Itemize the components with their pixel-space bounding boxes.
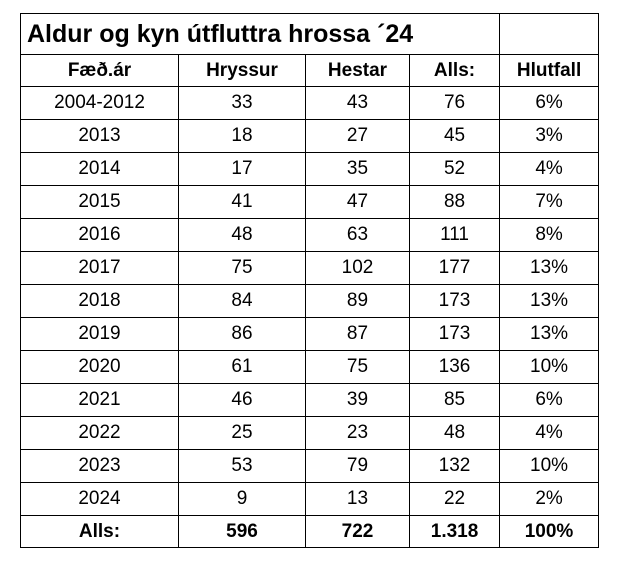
table-row: 2022 25 23 48 4% xyxy=(20,416,600,450)
header-mares: Hryssur xyxy=(178,54,306,87)
cell-birth-year: 2017 xyxy=(20,251,179,285)
table-row: 2024 9 13 22 2% xyxy=(20,482,600,516)
cell-stallions: 75 xyxy=(305,350,410,384)
cell-total: 173 xyxy=(408,317,501,351)
horse-export-table: Aldur og kyn útfluttra hrossa ´24 Fæð.ár… xyxy=(19,13,600,548)
cell-mares: 75 xyxy=(178,251,306,285)
table-row: 2013 18 27 45 3% xyxy=(20,119,600,153)
cell-mares: 33 xyxy=(178,86,306,120)
cell-mares: 48 xyxy=(178,218,306,252)
total-label: Alls: xyxy=(20,515,179,548)
cell-total: 132 xyxy=(408,449,501,483)
cell-mares: 25 xyxy=(178,416,306,450)
cell-total: 45 xyxy=(408,119,501,153)
header-stallions: Hestar xyxy=(305,54,410,87)
title-row: Aldur og kyn útfluttra hrossa ´24 xyxy=(19,13,600,55)
cell-total: 52 xyxy=(408,152,501,186)
cell-birth-year: 2013 xyxy=(20,119,179,153)
cell-mares: 46 xyxy=(178,383,306,417)
cell-mares: 9 xyxy=(178,482,306,516)
cell-mares: 61 xyxy=(178,350,306,384)
cell-share: 13% xyxy=(499,317,600,351)
cell-birth-year: 2014 xyxy=(20,152,179,186)
total-share: 100% xyxy=(499,515,600,548)
cell-share: 6% xyxy=(499,383,600,417)
table-row: 2019 86 87 173 13% xyxy=(20,317,600,351)
cell-share: 2% xyxy=(499,482,600,516)
total-stallions: 722 xyxy=(305,515,410,548)
cell-stallions: 87 xyxy=(305,317,410,351)
table-row: 2015 41 47 88 7% xyxy=(20,185,600,219)
table-row: 2021 46 39 85 6% xyxy=(20,383,600,417)
header-total: Alls: xyxy=(408,54,501,87)
cell-mares: 84 xyxy=(178,284,306,318)
cell-total: 111 xyxy=(408,218,501,252)
cell-birth-year: 2022 xyxy=(20,416,179,450)
cell-total: 76 xyxy=(408,86,501,120)
cell-total: 136 xyxy=(408,350,501,384)
table-row: 2014 17 35 52 4% xyxy=(20,152,600,186)
header-share: Hlutfall xyxy=(499,54,600,87)
cell-share: 7% xyxy=(499,185,600,219)
title-blank-cell xyxy=(499,13,600,55)
cell-stallions: 27 xyxy=(305,119,410,153)
cell-stallions: 89 xyxy=(305,284,410,318)
cell-total: 177 xyxy=(408,251,501,285)
cell-stallions: 35 xyxy=(305,152,410,186)
table-row: 2004-2012 33 43 76 6% xyxy=(20,86,600,120)
table-row: 2017 75 102 177 13% xyxy=(20,251,600,285)
total-all: 1.318 xyxy=(408,515,501,548)
cell-stallions: 63 xyxy=(305,218,410,252)
cell-mares: 53 xyxy=(178,449,306,483)
cell-stallions: 47 xyxy=(305,185,410,219)
cell-total: 22 xyxy=(408,482,501,516)
cell-birth-year: 2018 xyxy=(20,284,179,318)
table-row: 2016 48 63 111 8% xyxy=(20,218,600,252)
cell-stallions: 39 xyxy=(305,383,410,417)
cell-stallions: 13 xyxy=(305,482,410,516)
cell-share: 10% xyxy=(499,449,600,483)
cell-birth-year: 2019 xyxy=(20,317,179,351)
table-row: 2023 53 79 132 10% xyxy=(20,449,600,483)
cell-share: 13% xyxy=(499,284,600,318)
cell-birth-year: 2020 xyxy=(20,350,179,384)
cell-stallions: 43 xyxy=(305,86,410,120)
cell-birth-year: 2021 xyxy=(20,383,179,417)
cell-birth-year: 2023 xyxy=(20,449,179,483)
cell-share: 3% xyxy=(499,119,600,153)
cell-stallions: 102 xyxy=(305,251,410,285)
table-row: 2020 61 75 136 10% xyxy=(20,350,600,384)
cell-birth-year: 2015 xyxy=(20,185,179,219)
cell-stallions: 23 xyxy=(305,416,410,450)
cell-total: 48 xyxy=(408,416,501,450)
cell-stallions: 79 xyxy=(305,449,410,483)
header-birth-year: Fæð.ár xyxy=(20,54,179,87)
cell-total: 85 xyxy=(408,383,501,417)
cell-mares: 41 xyxy=(178,185,306,219)
cell-birth-year: 2016 xyxy=(20,218,179,252)
table-row: 2018 84 89 173 13% xyxy=(20,284,600,318)
total-mares: 596 xyxy=(178,515,306,548)
cell-share: 4% xyxy=(499,416,600,450)
totals-row: Alls: 596 722 1.318 100% xyxy=(20,515,600,548)
cell-birth-year: 2024 xyxy=(20,482,179,516)
cell-mares: 86 xyxy=(178,317,306,351)
cell-total: 173 xyxy=(408,284,501,318)
cell-share: 4% xyxy=(499,152,600,186)
cell-total: 88 xyxy=(408,185,501,219)
cell-share: 10% xyxy=(499,350,600,384)
cell-mares: 17 xyxy=(178,152,306,186)
cell-share: 13% xyxy=(499,251,600,285)
cell-birth-year: 2004-2012 xyxy=(20,86,179,120)
header-row: Fæð.ár Hryssur Hestar Alls: Hlutfall xyxy=(20,54,600,87)
cell-share: 6% xyxy=(499,86,600,120)
cell-mares: 18 xyxy=(178,119,306,153)
cell-share: 8% xyxy=(499,218,600,252)
export-table-container: Aldur og kyn útfluttra hrossa ´24 Fæð.ár… xyxy=(19,13,600,548)
table-title: Aldur og kyn útfluttra hrossa ´24 xyxy=(19,13,501,55)
